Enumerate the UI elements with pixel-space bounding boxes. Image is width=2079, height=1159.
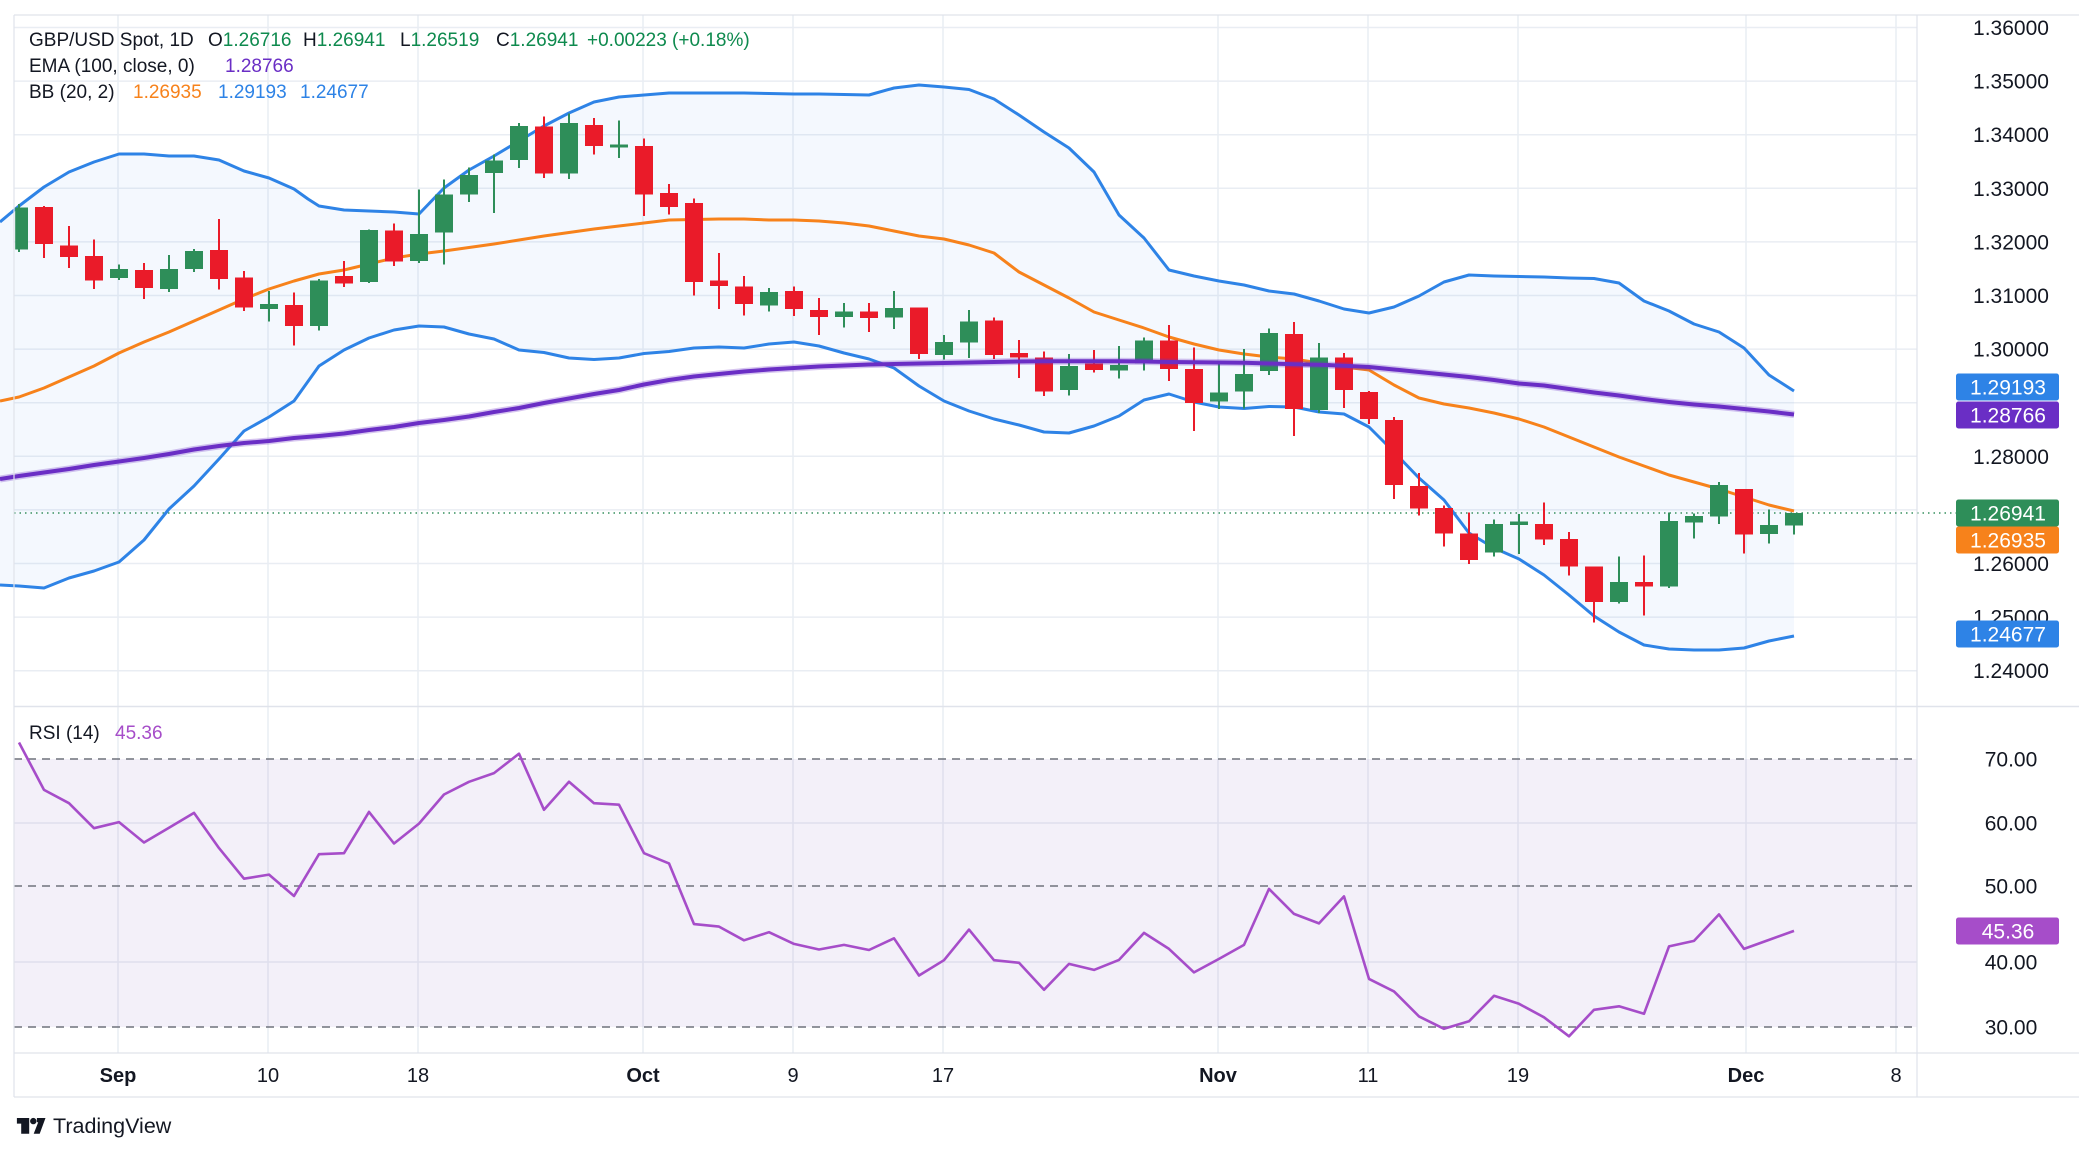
- svg-text:19: 19: [1507, 1065, 1529, 1087]
- svg-text:EMA (100, close, 0)1.28766: EMA (100, close, 0) 1.28766: [29, 56, 294, 77]
- svg-text:Dec: Dec: [1728, 1065, 1765, 1087]
- svg-text:1.31000: 1.31000: [1973, 285, 2049, 308]
- svg-text:70.00: 70.00: [1985, 749, 2038, 772]
- svg-text:30.00: 30.00: [1985, 1017, 2038, 1040]
- svg-text:10: 10: [257, 1065, 279, 1087]
- svg-text:1.24677: 1.24677: [1970, 624, 2046, 647]
- svg-text:1.26000: 1.26000: [1973, 553, 2049, 576]
- svg-text:50.00: 50.00: [1985, 876, 2038, 899]
- svg-text:17: 17: [932, 1065, 954, 1087]
- svg-text:18: 18: [407, 1065, 429, 1087]
- svg-text:1.28000: 1.28000: [1973, 446, 2049, 469]
- svg-text:1.36000: 1.36000: [1973, 17, 2049, 40]
- svg-text:1.24000: 1.24000: [1973, 660, 2049, 683]
- svg-text:1.30000: 1.30000: [1973, 339, 2049, 362]
- svg-text:1.28766: 1.28766: [1970, 405, 2046, 428]
- svg-text:40.00: 40.00: [1985, 952, 2038, 975]
- svg-text:1.26935: 1.26935: [1970, 530, 2046, 553]
- svg-text:Oct: Oct: [626, 1065, 660, 1087]
- svg-text:45.36: 45.36: [1982, 921, 2035, 944]
- svg-text:1.26941: 1.26941: [1970, 503, 2046, 526]
- svg-text:11: 11: [1358, 1065, 1379, 1087]
- svg-text:1.33000: 1.33000: [1973, 178, 2049, 201]
- svg-text:1.32000: 1.32000: [1973, 231, 2049, 254]
- svg-text:1.34000: 1.34000: [1973, 124, 2049, 147]
- svg-text:1.35000: 1.35000: [1973, 71, 2049, 94]
- svg-text:1.29193: 1.29193: [1970, 377, 2046, 400]
- svg-text:Sep: Sep: [100, 1065, 137, 1087]
- svg-text:9: 9: [787, 1065, 798, 1087]
- svg-text:TradingView: TradingView: [53, 1114, 172, 1138]
- svg-text:8: 8: [1890, 1065, 1901, 1087]
- svg-text:60.00: 60.00: [1985, 813, 2038, 836]
- svg-text:Nov: Nov: [1199, 1065, 1238, 1087]
- svg-text:RSI (14)45.36: RSI (14) 45.36: [29, 723, 163, 744]
